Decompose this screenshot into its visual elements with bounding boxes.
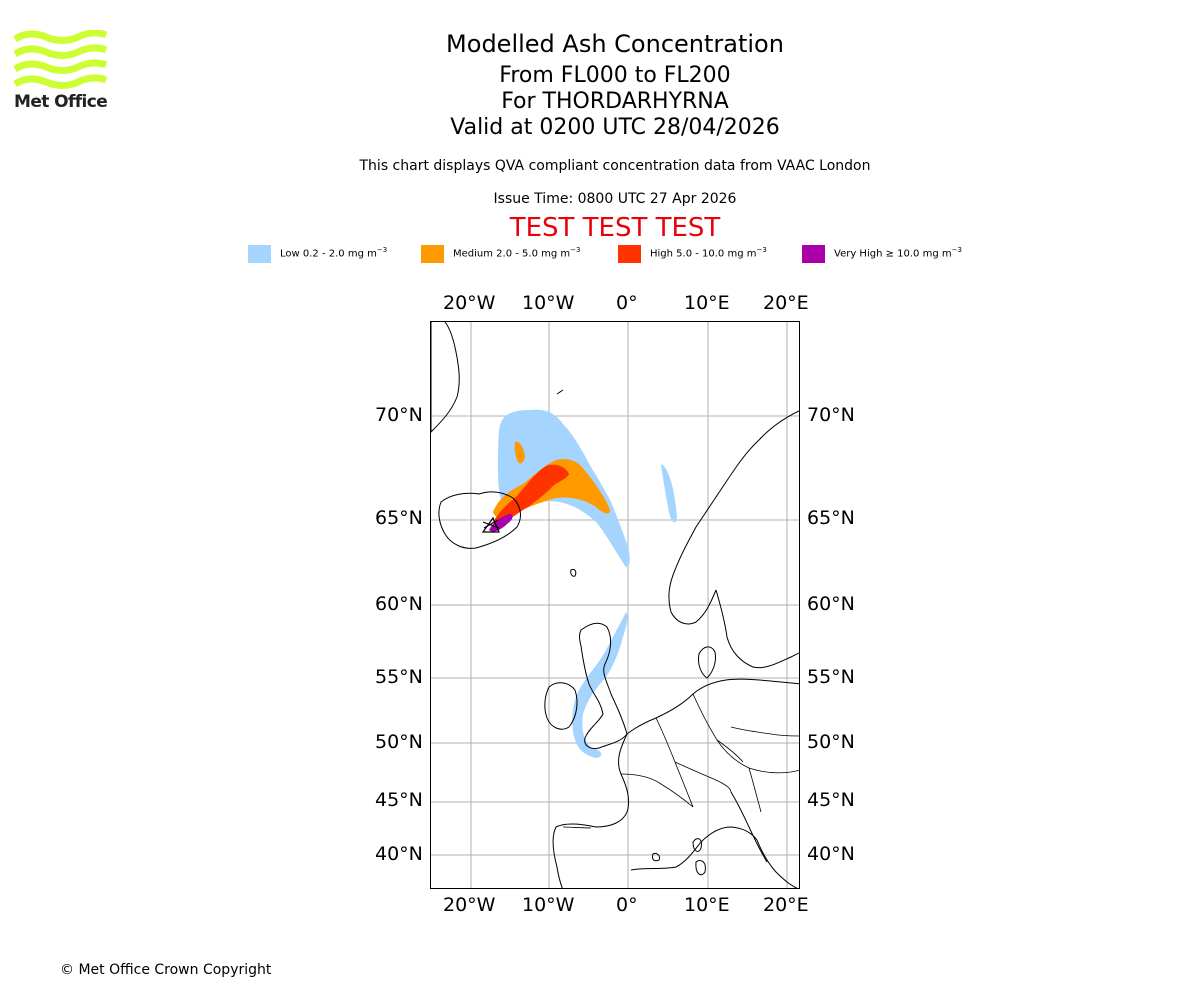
legend-label-high: High 5.0 - 10.0 mg m−3 [650,246,767,260]
legend-swatch-medium [421,245,444,263]
lat-tick-left-40n: 40°N [375,843,423,865]
legend-label-low: Low 0.2 - 2.0 mg m−3 [280,246,388,260]
lat-tick-right-60n: 60°N [807,593,855,615]
lat-tick-left-55n: 55°N [375,666,423,688]
lon-tick-bottom-10w: 10°W [522,894,575,916]
lat-tick-right-50n: 50°N [807,731,855,753]
chart-description: This chart displays QVA compliant concen… [359,158,871,174]
legend-swatch-high [618,245,641,263]
test-banner: TEST TEST TEST [509,213,721,243]
lat-tick-left-60n: 60°N [375,593,423,615]
lat-tick-left-45n: 45°N [375,789,423,811]
volcano-name: For THORDARHYRNA [501,89,729,114]
copyright: © Met Office Crown Copyright [60,962,272,978]
logo-text: Met Office [14,92,108,112]
lon-tick-bottom-0: 0° [616,894,638,916]
lat-tick-right-65n: 65°N [807,507,855,529]
met-office-waves-icon [13,29,108,89]
level-range: From FL000 to FL200 [499,63,731,88]
lon-tick-top-20w: 20°W [443,292,496,314]
lat-tick-right-40n: 40°N [807,843,855,865]
lon-tick-bottom-10e: 10°E [684,894,730,916]
legend-swatch-low [248,245,271,263]
lon-tick-bottom-20e: 20°E [763,894,809,916]
lon-tick-top-10e: 10°E [684,292,730,314]
lat-tick-left-65n: 65°N [375,507,423,529]
lon-tick-top-20e: 20°E [763,292,809,314]
chart-title: Modelled Ash Concentration [446,30,784,58]
lon-tick-top-0: 0° [616,292,638,314]
legend-swatch-very-high [802,245,825,263]
map-gridlines [431,322,799,888]
lat-tick-right-55n: 55°N [807,666,855,688]
met-office-logo: Met Office [13,29,108,112]
lat-tick-left-70n: 70°N [375,404,423,426]
issue-time: Issue Time: 0800 UTC 27 Apr 2026 [493,191,737,207]
legend-label-medium: Medium 2.0 - 5.0 mg m−3 [453,246,581,260]
lat-tick-right-45n: 45°N [807,789,855,811]
legend-label-very-high: Very High ≥ 10.0 mg m−3 [834,246,962,260]
coastlines [431,322,799,888]
valid-time: Valid at 0200 UTC 28/04/2026 [450,115,780,140]
ash-high-area [493,464,569,524]
map-canvas[interactable] [431,322,800,889]
lon-tick-top-10w: 10°W [522,292,575,314]
ash-low-area [497,409,677,758]
lon-tick-bottom-20w: 20°W [443,894,496,916]
lat-tick-right-70n: 70°N [807,404,855,426]
map-panel[interactable] [430,321,800,889]
country-borders [562,693,799,829]
volcano-source-marker [481,516,500,533]
ash-very-high-area [489,514,513,532]
lat-tick-left-50n: 50°N [375,731,423,753]
